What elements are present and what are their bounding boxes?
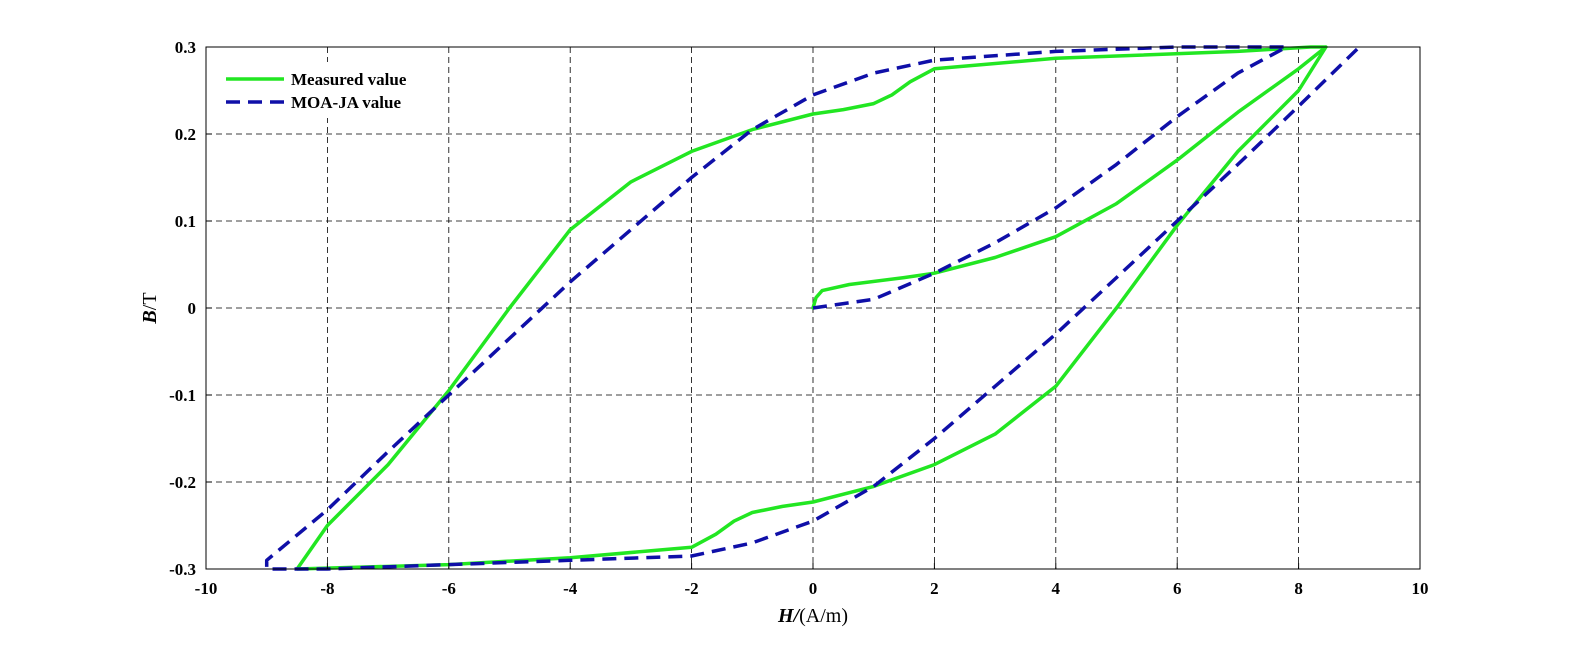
- x-tick-label: 2: [930, 579, 939, 598]
- x-tick-label: -6: [442, 579, 456, 598]
- y-tick-label: 0.1: [175, 212, 196, 231]
- grid: [206, 47, 1420, 569]
- x-tick-label: 6: [1173, 579, 1182, 598]
- series-line-moa-ja-value: [264, 45, 1361, 571]
- y-axis-label-var: B: [139, 310, 161, 324]
- y-tick-label: -0.1: [169, 386, 196, 405]
- x-tick-label: -2: [685, 579, 699, 598]
- legend-label-measured: Measured value: [291, 70, 407, 89]
- series-line-measured-value: [295, 45, 1328, 571]
- y-axis-label: B/T: [139, 292, 161, 324]
- x-tick-label: 0: [809, 579, 818, 598]
- legend: Measured value MOA-JA value: [218, 62, 440, 118]
- y-tick-label: 0.3: [175, 38, 196, 57]
- x-tick-label: -8: [320, 579, 334, 598]
- y-tick-label: 0.2: [175, 125, 196, 144]
- y-tick-label: -0.2: [169, 473, 196, 492]
- x-axis-label-var: H/: [777, 605, 802, 627]
- x-axis-label-unit: (A/m): [799, 605, 848, 627]
- legend-box: [218, 62, 440, 118]
- x-tick-label: 10: [1412, 579, 1429, 598]
- y-axis-label-unit: /T: [139, 292, 161, 310]
- x-tick-label: 8: [1294, 579, 1303, 598]
- legend-label-moa-ja: MOA-JA value: [291, 93, 401, 112]
- x-tick-label: 4: [1052, 579, 1061, 598]
- x-axis-label: H/(A/m): [777, 605, 848, 627]
- ticks: -10 -8 -6 -4 -2 0 2 4 6 8 10 -0.3 -0.2 -0.1 0 0.1 0.2 0.3: [169, 38, 1428, 598]
- y-tick-label: 0: [188, 299, 197, 318]
- x-tick-label: -4: [563, 579, 578, 598]
- y-tick-label: -0.3: [169, 560, 196, 579]
- x-tick-label: -10: [195, 579, 218, 598]
- plot-frame: [205, 46, 1421, 570]
- series-group: [264, 45, 1361, 571]
